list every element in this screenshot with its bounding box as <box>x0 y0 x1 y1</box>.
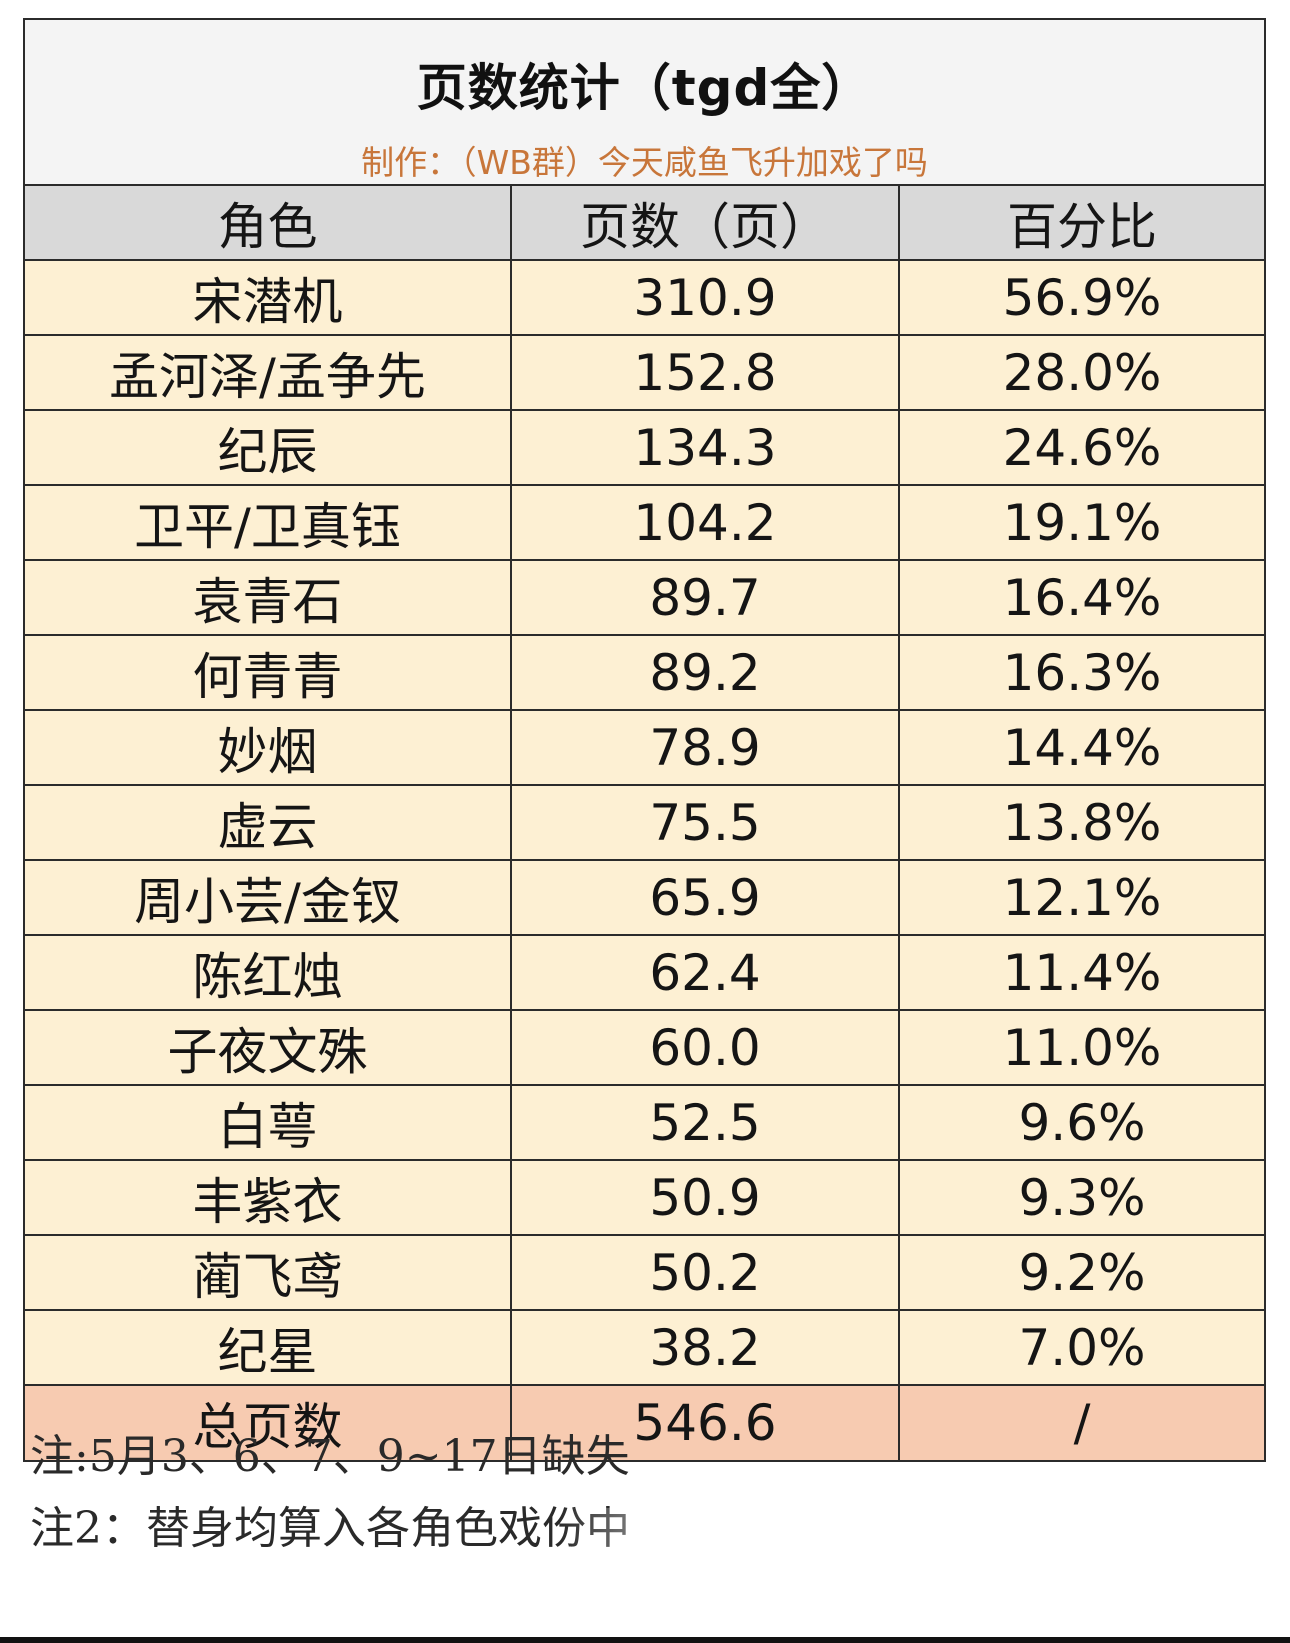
total-label: 总页数 <box>25 1384 512 1460</box>
cell-percent: 13.8% <box>898 784 1264 861</box>
cell-role: 妙烟 <box>25 709 512 786</box>
stats-sheet: 页数统计（tgd全） 制作：（WB群）今天咸鱼飞升加戏了吗 角色 页数（页） 百… <box>23 18 1266 1462</box>
cell-role: 宋潜机 <box>25 259 512 336</box>
table-body: 宋潜机 310.9 56.9% 孟河泽/孟争先 152.8 28.0% 纪辰 134.3 24.… <box>25 259 1264 1460</box>
cell-role: 孟河泽/孟争先 <box>25 334 512 411</box>
cell-percent: 24.6% <box>898 409 1264 486</box>
cell-percent: 16.4% <box>898 559 1264 636</box>
cell-percent: 11.0% <box>898 1009 1264 1086</box>
cell-role: 纪辰 <box>25 409 512 486</box>
cell-role: 虚云 <box>25 784 512 861</box>
table-row: 妙烟 78.9 14.4% <box>25 709 1264 786</box>
cell-pages: 50.9 <box>510 1159 900 1236</box>
table-row: 宋潜机 310.9 56.9% <box>25 259 1264 336</box>
cell-percent: 12.1% <box>898 859 1264 936</box>
cell-pages: 38.2 <box>510 1309 900 1386</box>
cell-pages: 89.7 <box>510 559 900 636</box>
table-row: 纪辰 134.3 24.6% <box>25 409 1264 486</box>
table-row: 袁青石 89.7 16.4% <box>25 559 1264 636</box>
cell-role: 周小芸/金钗 <box>25 859 512 936</box>
table-row: 纪星 38.2 7.0% <box>25 1309 1264 1386</box>
cell-role: 何青青 <box>25 634 512 711</box>
column-header-role: 角色 <box>25 186 512 261</box>
cell-role: 袁青石 <box>25 559 512 636</box>
total-pages: 546.6 <box>510 1384 900 1460</box>
notes-block: 注:5月3、6、7、9~17日缺失 注2：替身均算入各角色戏份中 <box>30 1421 1230 1565</box>
cell-percent: 16.3% <box>898 634 1264 711</box>
cell-role: 丰紫衣 <box>25 1159 512 1236</box>
table-row: 子夜文殊 60.0 11.0% <box>25 1009 1264 1086</box>
bottom-edge-bar <box>0 1637 1290 1643</box>
cell-percent: 19.1% <box>898 484 1264 561</box>
cell-percent: 9.2% <box>898 1234 1264 1311</box>
cell-percent: 11.4% <box>898 934 1264 1011</box>
cell-pages: 152.8 <box>510 334 900 411</box>
cell-percent: 56.9% <box>898 259 1264 336</box>
table-header-row: 角色 页数（页） 百分比 <box>25 186 1264 261</box>
subtitle-credit: 制作：（WB群）今天咸鱼飞升加戏了吗 <box>361 143 928 182</box>
cell-percent: 9.3% <box>898 1159 1264 1236</box>
cell-pages: 75.5 <box>510 784 900 861</box>
cell-percent: 28.0% <box>898 334 1264 411</box>
table-row: 白萼 52.5 9.6% <box>25 1084 1264 1161</box>
cell-pages: 65.9 <box>510 859 900 936</box>
table-row: 蔺飞鸢 50.2 9.2% <box>25 1234 1264 1311</box>
cell-pages: 89.2 <box>510 634 900 711</box>
title-block: 页数统计（tgd全） 制作：（WB群）今天咸鱼飞升加戏了吗 <box>25 20 1264 186</box>
cell-pages: 310.9 <box>510 259 900 336</box>
cell-pages: 134.3 <box>510 409 900 486</box>
table-row: 卫平/卫真钰 104.2 19.1% <box>25 484 1264 561</box>
cell-pages: 78.9 <box>510 709 900 786</box>
note-missing-dates: 注:5月3、6、7、9~17日缺失 <box>30 1431 630 1482</box>
cell-percent: 7.0% <box>898 1309 1264 1386</box>
column-header-percent: 百分比 <box>898 186 1264 261</box>
total-row: 总页数 546.6/ <box>25 1384 1264 1460</box>
table-row: 何青青 89.2 16.3% <box>25 634 1264 711</box>
cell-role: 纪星 <box>25 1309 512 1386</box>
cell-pages: 62.4 <box>510 934 900 1011</box>
table-row: 虚云 75.5 13.8% <box>25 784 1264 861</box>
stats-table: 角色 页数（页） 百分比 宋潜机 310.9 56.9% 孟河泽/孟争先 152.8 28… <box>25 186 1264 1460</box>
cell-role: 卫平/卫真钰 <box>25 484 512 561</box>
cell-role: 白萼 <box>25 1084 512 1161</box>
table-row: 陈红烛 62.4 11.4% <box>25 934 1264 1011</box>
watermark-fade <box>560 1508 980 1568</box>
table-row: 丰紫衣 50.9 9.3% <box>25 1159 1264 1236</box>
table-row: 周小芸/金钗 65.9 12.1% <box>25 859 1264 936</box>
cell-pages: 50.2 <box>510 1234 900 1311</box>
page-title: 页数统计（tgd全） <box>416 59 873 117</box>
cell-role: 陈红烛 <box>25 934 512 1011</box>
cell-percent: 14.4% <box>898 709 1264 786</box>
cell-pages: 104.2 <box>510 484 900 561</box>
cell-pages: 60.0 <box>510 1009 900 1086</box>
column-header-pages: 页数（页） <box>510 186 900 261</box>
table-row: 孟河泽/孟争先 152.8 28.0% <box>25 334 1264 411</box>
cell-pages: 52.5 <box>510 1084 900 1161</box>
cell-role: 蔺飞鸢 <box>25 1234 512 1311</box>
total-percent: / <box>898 1384 1264 1460</box>
note-stand-ins: 注2：替身均算入各角色戏份中 <box>30 1503 630 1554</box>
cell-role: 子夜文殊 <box>25 1009 512 1086</box>
cell-percent: 9.6% <box>898 1084 1264 1161</box>
